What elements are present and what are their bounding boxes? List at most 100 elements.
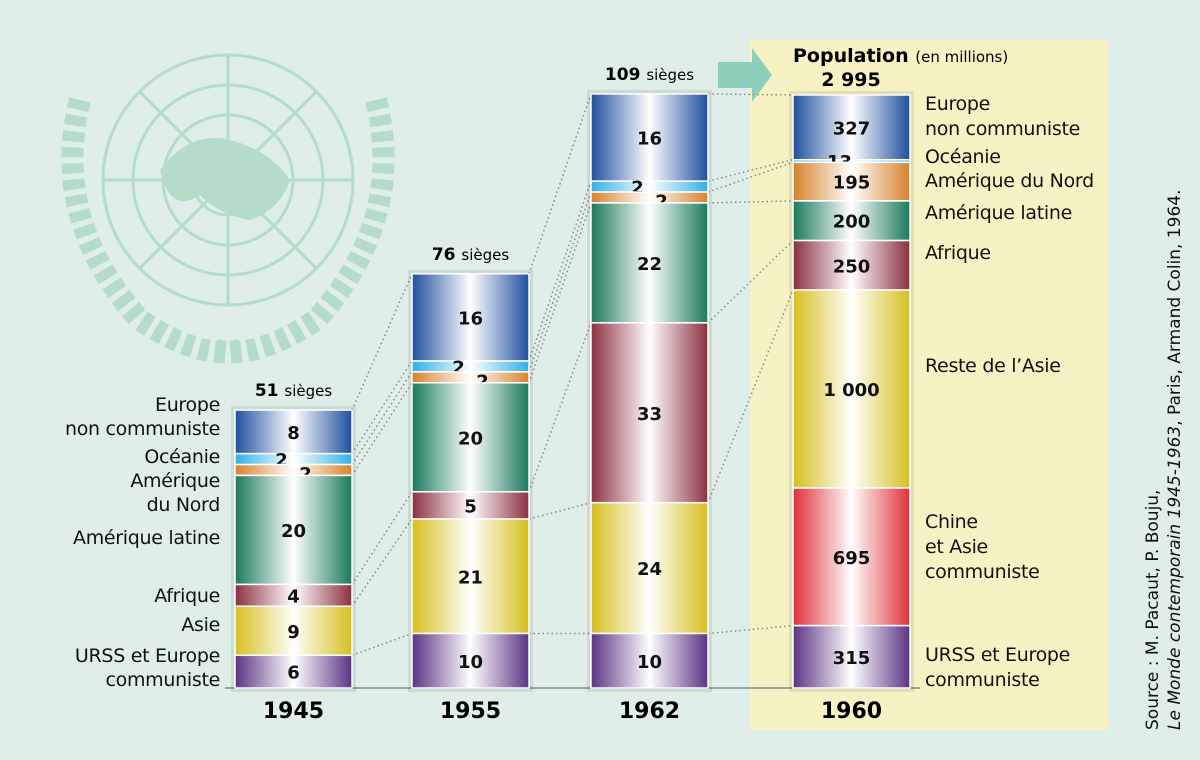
connector-line	[528, 191, 592, 373]
bar-1945-year-label: 1945	[263, 699, 324, 724]
legend-label-left: Afrique	[154, 585, 220, 607]
legend-label-left: Asie	[181, 614, 220, 636]
bar-1945-title: 51 sièges	[255, 381, 333, 401]
bar-1962-segment	[590, 191, 709, 204]
connector-line	[707, 161, 794, 193]
connector-line	[351, 382, 413, 476]
legend-label-left: Amérique latine	[73, 527, 220, 549]
population-total: 2 995	[821, 69, 881, 91]
legend-label-left: non communiste	[64, 418, 220, 440]
connector-line	[707, 624, 794, 635]
bar-population-value-label: 195	[833, 173, 871, 194]
source-line-1: Source : M. Pacaut, P. Bouju,	[1143, 489, 1163, 730]
bar-1945-value-label: 9	[287, 622, 300, 643]
bar-1955-year-label: 1955	[440, 699, 501, 724]
population-title: Population (en millions)	[793, 45, 1008, 67]
bar-1945-value-label: 4	[287, 586, 300, 607]
legend-label-right: Océanie	[925, 146, 1001, 168]
bar-1945-segment	[234, 463, 353, 477]
connector-line	[528, 322, 592, 493]
bar-1962-value-label: 24	[637, 559, 662, 580]
bar-1962-year-label: 1962	[619, 699, 680, 724]
bar-1945-value-label: 8	[287, 423, 300, 444]
bar-population-value-label: 327	[833, 118, 871, 139]
bar-1945-value-label: 20	[281, 521, 306, 542]
bar-population-segment	[792, 289, 911, 489]
legend-label-right: Amérique du Nord	[925, 170, 1094, 192]
bar-1945-segment	[234, 474, 353, 586]
bar-population-value-label: 1 000	[823, 380, 879, 401]
connector-line	[707, 200, 794, 204]
legend-label-right: communiste	[925, 669, 1040, 691]
bar-1945-value-label: 6	[287, 663, 300, 684]
connector-line	[351, 360, 413, 455]
bar-1945-segment	[234, 409, 353, 455]
connector-line	[528, 202, 592, 384]
bar-1962-value-label: 22	[637, 254, 662, 275]
un-emblem-logo	[61, 53, 395, 363]
bar-population-value-label: 695	[833, 548, 871, 569]
connector-line	[528, 180, 592, 362]
bar-population-value-label: 315	[833, 648, 871, 669]
connector-line	[528, 501, 592, 520]
bar-1955-title: 76 sièges	[432, 245, 510, 265]
bar-population-segment	[792, 161, 911, 202]
bar-1962-title: 109 sièges	[605, 65, 694, 85]
legend-label-right: Reste de l’Asie	[925, 355, 1061, 377]
legend-label-right: Chine	[925, 511, 978, 533]
legend-label-right: communiste	[925, 561, 1040, 583]
bar-population-year-label: 1960	[821, 699, 882, 724]
legend-label-right: Amérique latine	[925, 202, 1072, 224]
bar-1955-segment	[411, 632, 530, 689]
legend-label-left: du Nord	[146, 494, 221, 516]
bar-1962-segment	[590, 632, 709, 689]
connector-line	[351, 491, 413, 585]
connector-line	[707, 159, 794, 182]
bar-population-segment	[792, 624, 911, 689]
legend-label-left: Amérique	[130, 470, 220, 492]
bar-1945-segment	[234, 605, 353, 657]
bar-1955-value-label: 10	[458, 652, 483, 673]
source-publisher: , Paris, Armand Colin, 1964.	[1165, 189, 1185, 426]
arrow-icon	[718, 48, 772, 102]
bar-population-value-label: 200	[833, 212, 871, 233]
bar-population-segment	[792, 94, 911, 161]
connector-line	[351, 273, 413, 411]
bar-1962-value-label: 33	[637, 404, 662, 425]
bar-1955-segment	[411, 273, 530, 362]
legend-label-left: communiste	[105, 669, 221, 691]
connector-line	[707, 93, 794, 96]
legend-label-left: Océanie	[144, 446, 220, 468]
bar-1945-segment	[234, 452, 353, 466]
legend-label-right: Afrique	[925, 242, 991, 264]
source-line-2: Le Monde contemporain 1945-1963, Paris, …	[1164, 189, 1186, 730]
legend-label-left: Europe	[154, 394, 220, 416]
bar-population-value-label: 250	[833, 256, 871, 277]
bar-1945-segment	[234, 654, 353, 689]
legend-label-left: URSS et Europe	[74, 645, 220, 667]
bar-1955-value-label: 20	[458, 428, 483, 449]
bar-1962-segment	[590, 180, 709, 193]
bar-1955-value-label: 5	[464, 496, 477, 517]
connector-line	[707, 239, 794, 324]
connector-line	[528, 93, 592, 275]
bar-1962-segment	[590, 322, 709, 504]
bar-1955-segment	[411, 371, 530, 384]
legend-label-right: URSS et Europe	[925, 644, 1071, 666]
legend-label-right: non communiste	[925, 118, 1081, 140]
bar-1962-segment	[590, 93, 709, 182]
bar-1962-value-label: 16	[637, 129, 662, 150]
legend-label-right: Europe	[925, 93, 991, 115]
connector-line	[351, 632, 413, 657]
bar-population-segment	[792, 239, 911, 291]
bar-1955-value-label: 21	[458, 567, 483, 588]
bar-1962-segment	[590, 501, 709, 635]
connector-line	[351, 371, 413, 465]
legend-label-right: et Asie	[925, 536, 988, 558]
source-note: Source : M. Pacaut, P. Bouju, Le Monde c…	[1142, 189, 1186, 730]
bar-1955-value-label: 16	[458, 308, 483, 329]
bar-1955-segment	[411, 360, 530, 373]
bar-1962-value-label: 10	[637, 652, 662, 673]
source-title: Le Monde contemporain 1945-1963	[1165, 425, 1185, 730]
